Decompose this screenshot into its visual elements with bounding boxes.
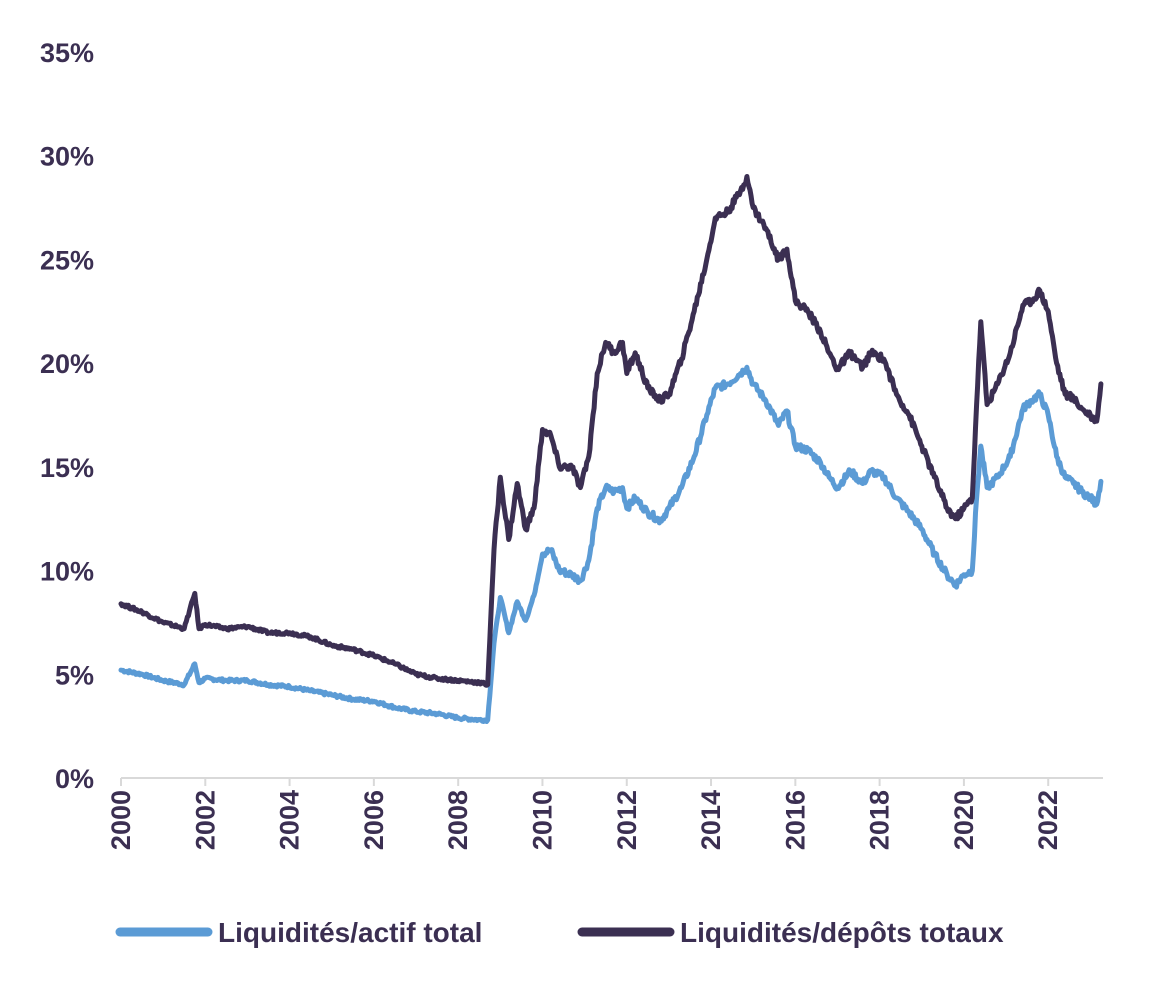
legend-label-actif-total: Liquidités/actif total	[218, 917, 482, 948]
x-tick-label: 2010	[527, 790, 557, 850]
x-tick-label: 2020	[949, 790, 979, 850]
y-tick-label: 10%	[40, 557, 94, 587]
x-tick-label: 2018	[865, 790, 895, 850]
x-axis-tick-labels: 2000 2002 2004 2006 2008 2010 2012 2014 2016 2018…	[106, 790, 1063, 850]
x-tick-label: 2000	[106, 790, 136, 850]
y-tick-label: 5%	[55, 660, 94, 690]
series-line-depots-totaux	[118, 174, 1104, 688]
x-tick-label: 2012	[612, 790, 642, 850]
y-tick-label: 15%	[40, 453, 94, 483]
y-tick-label: 35%	[40, 38, 94, 68]
y-tick-label: 25%	[40, 245, 94, 275]
x-axis-ticks	[120, 778, 1050, 786]
legend-label-depots-totaux: Liquidités/dépôts totaux	[680, 917, 1004, 948]
series-line-actif-total	[118, 364, 1104, 724]
series-lines	[118, 174, 1104, 724]
y-tick-label: 30%	[40, 142, 94, 172]
x-tick-label: 2002	[190, 790, 220, 850]
x-tick-label: 2006	[359, 790, 389, 850]
x-tick-label: 2004	[275, 790, 305, 850]
x-tick-label: 2008	[443, 790, 473, 850]
x-tick-label: 2014	[696, 790, 726, 850]
y-tick-label: 20%	[40, 349, 94, 379]
x-tick-label: 2022	[1033, 790, 1063, 850]
y-axis-tick-labels: 0% 5% 10% 15% 20% 25% 30% 35%	[40, 38, 94, 794]
x-tick-label: 2016	[780, 790, 810, 850]
legend: Liquidités/actif total Liquidités/dépôts…	[115, 917, 1004, 948]
y-tick-label: 0%	[55, 764, 94, 794]
